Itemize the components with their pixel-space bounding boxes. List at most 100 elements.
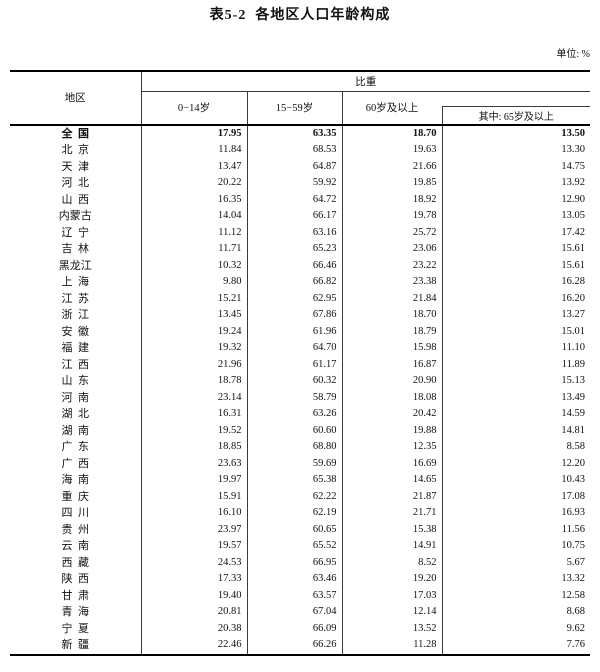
table-row: 湖 南 19.52 60.60 19.88 14.81 [10, 422, 590, 439]
value-cell: 16.69 [342, 455, 443, 472]
value-cell: 15.61 [561, 243, 585, 254]
value-cell: 63.35 [247, 124, 343, 142]
table-row: 黑龙江 10.32 66.46 23.22 15.61 [10, 257, 590, 274]
value-cell: 11.84 [141, 142, 248, 159]
value-cell: 13.49 [561, 391, 585, 403]
value-cell: 12.35 [342, 439, 443, 456]
table-row: 江 苏 15.21 62.95 21.84 16.20 [10, 290, 590, 307]
value-cell: 5.67 [566, 556, 585, 568]
value-cell: 10.75 [561, 540, 585, 551]
value-cell: 66.82 [247, 274, 343, 291]
value-cell: 8.58 [566, 441, 585, 452]
value-cell: 11.71 [141, 241, 248, 258]
value-cell: 15.13 [561, 375, 585, 386]
value-cell: 24.53 [141, 554, 248, 571]
value-cell: 20.81 [141, 604, 248, 621]
table-row: 贵 州 23.97 60.65 15.38 11.56 [10, 521, 590, 538]
value-cell: 10.43 [561, 474, 585, 485]
value-cell: 21.96 [141, 356, 248, 373]
region-cell: 河 南 [10, 389, 142, 406]
value-cell: 13.32 [561, 573, 585, 584]
table-row: 湖 北 16.31 63.26 20.42 14.59 [10, 406, 590, 423]
table-row: 内蒙古 14.04 66.17 19.78 13.05 [10, 208, 590, 225]
value-cell: 18.78 [141, 373, 248, 390]
region-cell: 广 西 [10, 455, 142, 472]
table-row: 山 东 18.78 60.32 20.90 15.13 [10, 373, 590, 390]
table-row: 海 南 19.97 65.38 14.65 10.43 [10, 472, 590, 489]
value-cell: 11.56 [561, 523, 585, 535]
value-cell: 61.96 [247, 323, 343, 340]
value-cell: 21.71 [342, 505, 443, 522]
value-cell: 59.69 [247, 455, 343, 472]
value-cell: 15.91 [141, 488, 248, 505]
table-row: 青 海 20.81 67.04 12.14 8.68 [10, 604, 590, 621]
value-cell: 7.76 [566, 639, 585, 650]
region-cell: 贵 州 [10, 521, 142, 538]
value-cell: 15.01 [561, 325, 585, 337]
region-cell: 陕 西 [10, 571, 142, 588]
value-cell: 21.87 [342, 488, 443, 505]
value-cell: 13.92 [561, 177, 585, 188]
value-cell: 13.27 [561, 309, 585, 320]
value-cell: 23.22 [342, 257, 443, 274]
region-cell: 宁 夏 [10, 620, 142, 637]
value-cell: 60.32 [247, 373, 343, 390]
value-cell: 64.70 [247, 340, 343, 357]
value-cell: 14.59 [561, 408, 585, 419]
value-cell: 12.20 [561, 457, 585, 469]
region-cell: 重 庆 [10, 488, 142, 505]
value-cell: 58.79 [247, 389, 343, 406]
value-cell: 23.14 [141, 389, 248, 406]
value-cell: 67.04 [247, 604, 343, 621]
region-cell: 辽 宁 [10, 224, 142, 241]
value-cell: 19.85 [342, 175, 443, 192]
region-cell: 黑龙江 [10, 257, 142, 274]
region-cell: 湖 北 [10, 406, 142, 423]
table-row: 北 京 11.84 68.53 19.63 13.30 [10, 142, 590, 159]
value-cell: 19.52 [141, 422, 248, 439]
region-cell: 天 津 [10, 158, 142, 175]
table-row: 广 西 23.63 59.69 16.69 12.20 [10, 455, 590, 472]
region-cell: 内蒙古 [10, 208, 142, 225]
header-row-group: 地区 比重 [10, 71, 590, 126]
value-cell: 14.75 [561, 160, 585, 172]
col-header-15-59: 15−59岁 [247, 91, 343, 126]
value-cell: 63.26 [247, 406, 343, 423]
region-cell: 山 东 [10, 373, 142, 390]
value-cell: 64.87 [247, 158, 343, 175]
table-row: 山 西 16.35 64.72 18.92 12.90 [10, 191, 590, 208]
region-cell: 湖 南 [10, 422, 142, 439]
value-cell: 19.97 [141, 472, 248, 489]
value-cell: 62.95 [247, 290, 343, 307]
value-cell: 16.31 [141, 406, 248, 423]
region-cell: 广 东 [10, 439, 142, 456]
value-cell: 21.66 [342, 158, 443, 175]
value-cell: 66.46 [247, 257, 343, 274]
value-cell: 65.23 [247, 241, 343, 258]
region-column-header: 地区 [10, 71, 142, 126]
value-cell: 23.06 [342, 241, 443, 258]
region-cell: 吉 林 [10, 241, 142, 258]
proportion-group-header: 比重 [141, 71, 590, 92]
value-cell: 18.79 [342, 323, 443, 340]
value-cell: 11.12 [141, 224, 248, 241]
value-cell: 20.22 [141, 175, 248, 192]
value-cell: 12.14 [342, 604, 443, 621]
region-cell: 浙 江 [10, 307, 142, 324]
table-row: 江 西 21.96 61.17 16.87 11.89 [10, 356, 590, 373]
table-row: 全 国 17.95 63.35 18.70 13.50 [10, 124, 590, 142]
value-cell: 15.21 [141, 290, 248, 307]
value-cell: 14.81 [561, 424, 585, 436]
value-cell: 65.52 [247, 538, 343, 555]
value-cell: 11.10 [561, 342, 585, 353]
value-cell: 16.93 [561, 507, 585, 518]
region-cell: 云 南 [10, 538, 142, 555]
value-cell: 16.35 [141, 191, 248, 208]
table-header: 地区 比重 0−14岁 15−59岁 60岁及以上 其中: 65岁及以上 [10, 71, 590, 126]
value-cell: 60.65 [247, 521, 343, 538]
table-row: 西 藏 24.53 66.95 8.52 5.67 [10, 554, 590, 571]
unit-label: 单位: % [556, 49, 590, 60]
value-cell: 20.90 [342, 373, 443, 390]
value-cell: 16.28 [561, 276, 585, 287]
value-cell: 11.89 [561, 358, 585, 370]
